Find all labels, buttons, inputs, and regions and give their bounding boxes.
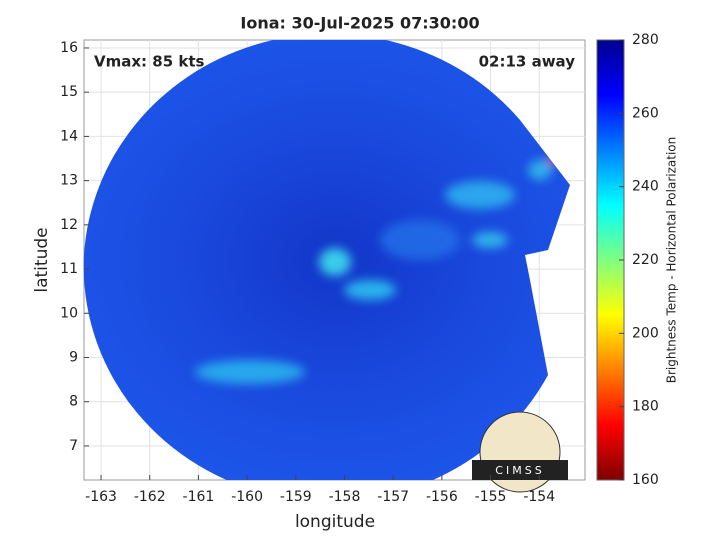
y-tick-label: 9 — [69, 350, 78, 366]
y-tick-label: 14 — [60, 128, 78, 144]
y-tick-label: 7 — [69, 438, 78, 454]
colorbar-tick-label: 260 — [632, 105, 659, 121]
colorbar-tick-label: 240 — [632, 179, 659, 195]
y-tick-label: 12 — [60, 217, 78, 233]
y-axis-label: latitude — [32, 227, 52, 292]
x-tick-label: -158 — [329, 489, 361, 505]
y-tick-label: 8 — [69, 394, 78, 410]
x-tick-label: -157 — [377, 489, 409, 505]
x-tick-label: -160 — [231, 489, 263, 505]
x-tick-label: -155 — [475, 489, 507, 505]
colorbar-label: Brightness Temp - Horizontal Polarizatio… — [665, 137, 679, 384]
annotation: Vmax: 85 kts — [94, 53, 204, 71]
y-tick-label: 13 — [60, 173, 78, 189]
y-tick-label: 10 — [60, 305, 78, 321]
annotation: 02:13 away — [479, 53, 576, 71]
chart-title: Iona: 30-Jul-2025 07:30:00 — [240, 14, 479, 33]
x-tick-label: -156 — [426, 489, 458, 505]
logo-text: CIMSS — [495, 464, 544, 477]
x-tick-label: -161 — [183, 489, 215, 505]
colorbar-tick-label: 280 — [632, 32, 659, 48]
y-tick-label: 16 — [60, 40, 78, 56]
x-tick-label: -162 — [134, 489, 166, 505]
x-tick-label: -159 — [280, 489, 312, 505]
satellite-image — [83, 40, 570, 480]
colorbar-tick-label: 180 — [632, 399, 659, 415]
x-tick-label: -163 — [85, 489, 117, 505]
colorbar-tick-label: 220 — [632, 252, 659, 268]
x-axis-label: longitude — [295, 512, 375, 532]
x-tick-label: -154 — [523, 489, 555, 505]
y-tick-label: 15 — [60, 84, 78, 100]
cimss-logo: CIMSS — [472, 411, 568, 493]
colorbar-tick-label: 200 — [632, 325, 659, 341]
y-tick-label: 11 — [60, 261, 78, 277]
colorbar-tick-label: 160 — [632, 472, 659, 488]
